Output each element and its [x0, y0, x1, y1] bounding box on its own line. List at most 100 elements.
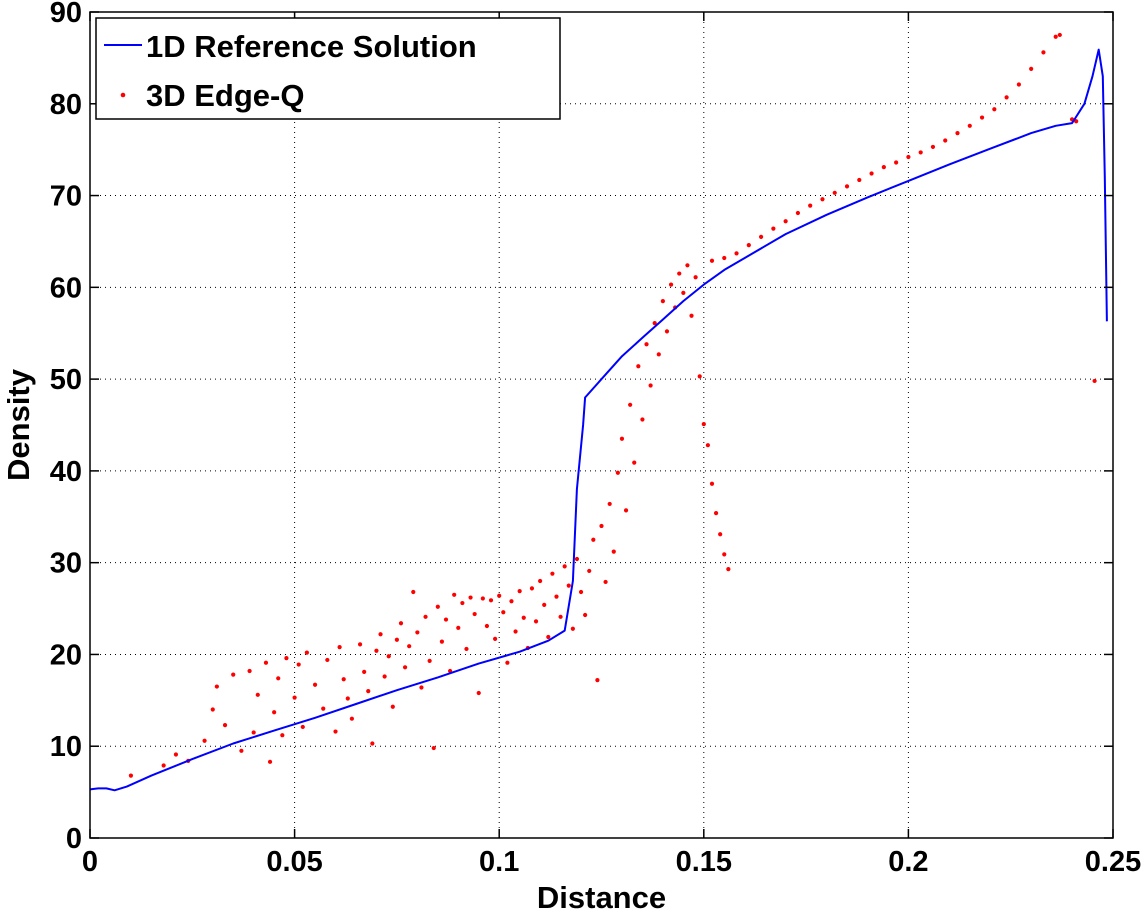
scatter-point-edgeq	[709, 481, 715, 486]
scatter-point-edgeq	[722, 552, 727, 557]
scatter-point-edgeq	[701, 421, 706, 427]
scatter-point-edgeq	[513, 629, 518, 634]
y-tick-label: 20	[50, 639, 82, 671]
scatter-point-edgeq	[296, 662, 301, 667]
legend-box	[95, 17, 561, 120]
scatter-point-edgeq	[722, 255, 727, 261]
scatter-point-edgeq	[378, 632, 383, 637]
y-tick-label: 80	[50, 89, 82, 121]
scatter-point-edgeq	[210, 707, 215, 712]
scatter-point-edgeq	[644, 342, 649, 347]
scatter-point-edgeq	[566, 583, 571, 588]
scatter-point-edgeq	[173, 752, 179, 757]
scatter-point-edgeq	[713, 511, 719, 516]
x-tick-label: 0.05	[266, 846, 322, 878]
scatter-point-edgeq	[795, 210, 801, 216]
scatter-point-edgeq	[664, 329, 670, 334]
scatter-point-edgeq	[906, 154, 911, 160]
y-tick-label: 0	[66, 823, 82, 855]
scatter-point-edgeq	[382, 674, 387, 679]
scatter-point-edgeq	[632, 460, 637, 465]
scatter-point-edgeq	[542, 602, 547, 607]
scatter-point-edgeq	[456, 625, 461, 630]
scatter-point-edgeq	[427, 658, 432, 663]
scatter-point-edgeq	[808, 203, 813, 208]
scatter-point-edgeq	[677, 271, 682, 276]
scatter-point-edgeq	[1016, 82, 1021, 87]
series-layer	[89, 32, 1108, 792]
scatter-point-edgeq	[1041, 50, 1046, 55]
scatter-point-edgeq	[668, 282, 674, 287]
scatter-point-edgeq	[705, 443, 710, 448]
scatter-point-edgeq	[407, 644, 412, 649]
y-tick-label: 70	[50, 181, 82, 213]
scatter-point-edgeq	[623, 508, 629, 513]
scatter-point-edgeq	[533, 619, 539, 624]
scatter-point-edgeq	[521, 615, 526, 620]
scatter-point-edgeq	[267, 759, 273, 764]
scatter-point-edgeq	[386, 654, 391, 659]
scatter-point-edgeq	[337, 645, 342, 650]
scatter-point-edgeq	[574, 556, 580, 562]
scatter-point-edgeq	[222, 723, 228, 728]
scatter-point-edgeq	[488, 598, 494, 603]
scatter-point-edgeq	[709, 258, 715, 263]
scatter-point-edgeq	[398, 621, 404, 626]
scatter-point-edgeq	[681, 290, 686, 295]
scatter-point-edgeq	[771, 226, 776, 231]
scatter-point-edgeq	[493, 636, 498, 641]
scatter-point-edgeq	[300, 724, 305, 730]
y-tick-label: 30	[50, 548, 82, 580]
scatter-point-edgeq	[943, 138, 948, 143]
scatter-point-edgeq	[1029, 66, 1034, 72]
scatter-point-edgeq	[820, 197, 825, 202]
scatter-point-edgeq	[689, 313, 694, 318]
scatter-point-edgeq	[656, 352, 661, 357]
scatter-point-edgeq	[231, 672, 236, 677]
scatter-point-edgeq	[517, 589, 522, 594]
scatter-point-edgeq	[321, 706, 326, 711]
scatter-point-edgeq	[468, 595, 473, 600]
scatter-point-edgeq	[1092, 378, 1097, 384]
scatter-point-edgeq	[366, 689, 371, 694]
scatter-point-edgeq	[718, 532, 723, 537]
scatter-point-edgeq	[276, 676, 281, 681]
scatter-point-edgeq	[284, 656, 289, 661]
legend: 1D Reference Solution 3D Edge-Q	[95, 17, 561, 120]
scatter-point-edgeq	[869, 171, 874, 176]
scatter-point-edgeq	[979, 115, 985, 120]
scatter-point-edgeq	[341, 677, 346, 682]
scatter-point-edgeq	[202, 738, 207, 743]
scatter-point-edgeq	[161, 763, 166, 768]
scatter-point-edgeq	[558, 614, 563, 619]
scatter-point-edgeq	[255, 692, 260, 697]
legend-label-reference: 1D Reference Solution	[146, 29, 477, 64]
scatter-point-edgeq	[480, 596, 485, 601]
scatter-point-edgeq	[599, 523, 604, 529]
scatter-point-edgeq	[615, 470, 620, 475]
y-tick-label: 60	[50, 272, 82, 304]
scatter-point-edgeq	[881, 165, 886, 170]
scatter-point-edgeq	[419, 685, 424, 690]
x-tick-label: 0.1	[479, 846, 519, 878]
scatter-point-edgeq	[992, 107, 997, 112]
scatter-point-edgeq	[374, 648, 379, 653]
scatter-point-edgeq	[423, 614, 428, 619]
scatter-point-edgeq	[640, 417, 645, 422]
scatter-point-edgeq	[128, 773, 134, 778]
scatter-point-edgeq	[345, 696, 350, 701]
scatter-point-edgeq	[304, 650, 309, 655]
scatter-point-edgeq	[844, 184, 850, 189]
scatter-point-edgeq	[595, 678, 600, 683]
legend-swatch-edgeq-marker	[120, 92, 126, 98]
tick-layer: 0 0.05 0.1 0.15 0.2 0.25 0 10 20 30 40 50 60 70 80 90	[50, 0, 1141, 878]
scatter-point-edgeq	[325, 657, 330, 663]
scatter-point-edgeq	[214, 684, 219, 689]
scatter-point-edgeq	[832, 190, 837, 195]
scatter-point-edgeq	[1053, 34, 1058, 39]
scatter-point-edgeq	[411, 589, 416, 595]
scatter-point-edgeq	[497, 593, 502, 598]
scatter-point-edgeq	[758, 234, 764, 239]
scatter-point-edgeq	[554, 594, 559, 599]
